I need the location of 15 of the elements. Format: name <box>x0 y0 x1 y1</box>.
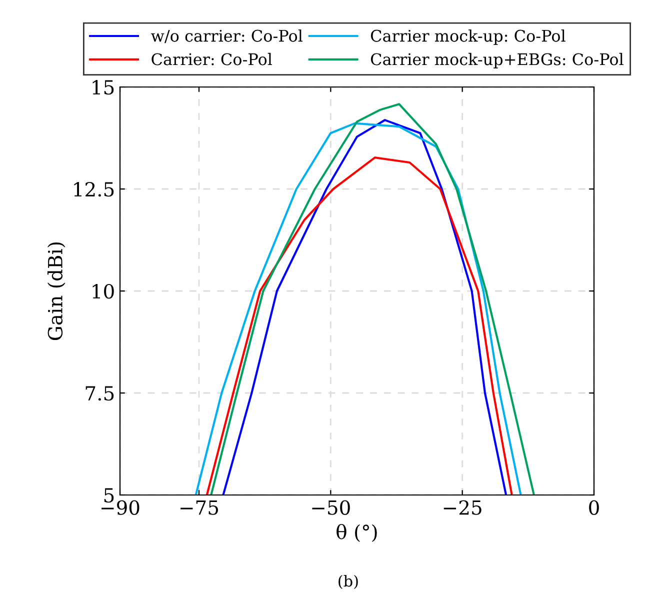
y-tick-label: 7.5 <box>86 386 114 401</box>
x-tick-label: −25 <box>444 500 482 515</box>
text: (b) <box>338 574 358 589</box>
y-tick-label: 10 <box>92 284 114 299</box>
y-tick-label: 15 <box>92 80 114 95</box>
legend-label: Carrier: Co-Pol <box>152 52 272 66</box>
legend-label: w/o carrier: Co-Pol <box>151 29 303 44</box>
x-tick-label: 0 <box>589 500 599 515</box>
x-tick-label: −75 <box>180 500 218 515</box>
legend-label: Carrier mock-up+EBGs: Co-Pol <box>370 52 624 68</box>
legend-label: Carrier mock-up: Co-Pol <box>370 29 566 45</box>
y-axis-title: Gain (dBi) <box>47 242 66 340</box>
x-axis-title: θ (°) <box>336 524 377 542</box>
x-tick-label: −50 <box>312 500 350 515</box>
y-tick-label: 12.5 <box>74 182 114 197</box>
